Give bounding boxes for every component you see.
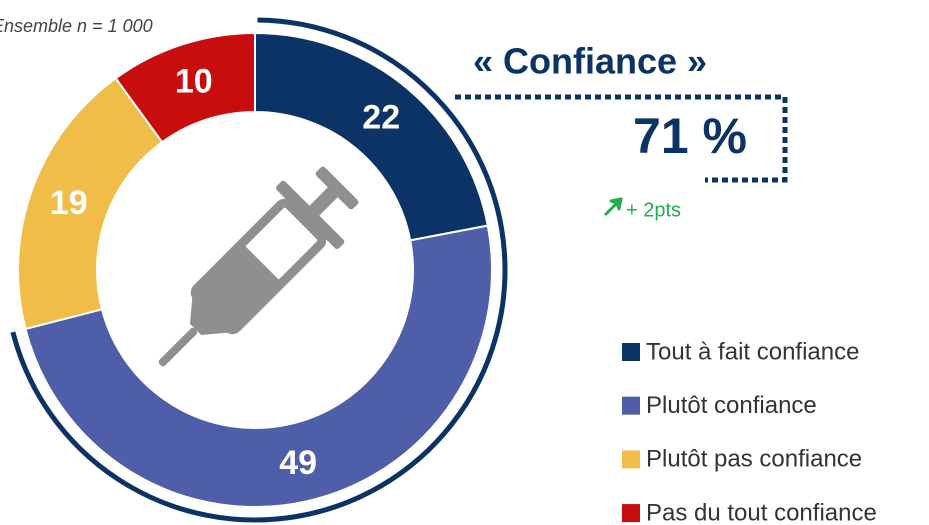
legend-label: Pas du tout confiance — [646, 499, 877, 525]
legend-swatch — [622, 504, 640, 523]
segment-label: 49 — [279, 444, 317, 482]
syringe-tip — [189, 292, 233, 336]
subtitle: Ensemble n = 1 000 — [0, 16, 153, 36]
bracket — [455, 94, 788, 183]
segment-label: 10 — [175, 63, 213, 101]
syringe-plunger — [315, 166, 359, 210]
donut-segment — [254, 31, 489, 242]
donut-segment — [17, 76, 164, 331]
syringe-icon — [158, 166, 359, 367]
legend-label: Plutôt confiance — [646, 392, 817, 419]
segment-label: 19 — [50, 184, 88, 222]
legend-swatch — [622, 450, 640, 469]
segment-label: 22 — [362, 98, 400, 136]
syringe-needle — [158, 327, 198, 367]
highlight-value: 71 % — [633, 108, 747, 164]
syringe-rod — [308, 185, 340, 217]
highlight-change: + 2pts — [626, 199, 681, 221]
up-arrow — [603, 197, 623, 217]
donut-segment — [24, 224, 493, 508]
legend-swatch — [622, 396, 640, 415]
highlight-label: « Confiance » — [473, 41, 707, 82]
syringe-fluid — [198, 245, 280, 327]
syringe-tick — [281, 239, 294, 252]
donut-segment — [114, 31, 256, 144]
legend-label: Plutôt pas confiance — [646, 446, 862, 473]
highlight-arc — [10, 17, 508, 523]
legend-label: Tout à fait confiance — [646, 338, 859, 365]
legend-swatch — [622, 343, 640, 361]
syringe-flange — [276, 180, 345, 249]
